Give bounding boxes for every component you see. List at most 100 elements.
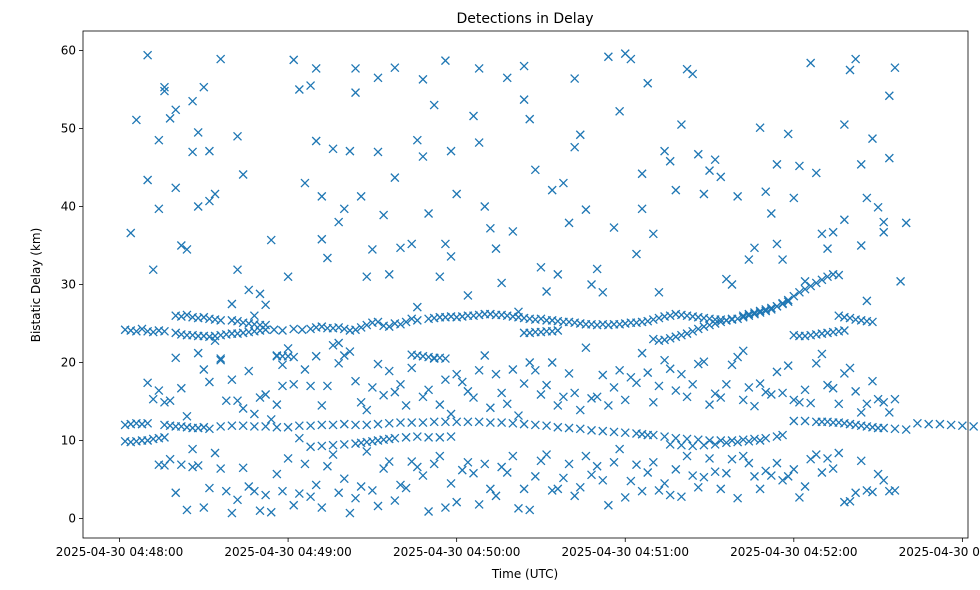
data-point	[339, 351, 349, 360]
data-point	[755, 306, 765, 316]
data-point	[311, 480, 321, 490]
data-point	[452, 497, 462, 507]
data-point	[306, 421, 316, 431]
data-point	[317, 441, 327, 451]
data-point	[817, 349, 827, 359]
data-point	[637, 486, 647, 496]
data-point	[688, 379, 698, 389]
data-point	[806, 58, 816, 68]
data-point	[244, 366, 254, 376]
data-point	[536, 314, 546, 324]
data-point	[794, 287, 804, 297]
data-point	[727, 454, 737, 464]
data-point	[676, 120, 686, 130]
data-point	[424, 432, 434, 442]
data-point	[474, 63, 484, 73]
data-point	[783, 129, 793, 139]
data-point	[587, 470, 596, 480]
data-point	[334, 322, 344, 332]
data-point	[401, 317, 411, 327]
data-point	[165, 396, 175, 406]
data-point	[750, 434, 759, 444]
data-point	[693, 324, 703, 334]
data-point	[407, 314, 417, 324]
data-point	[924, 419, 934, 429]
data-point	[418, 471, 428, 481]
data-point	[328, 144, 338, 154]
data-point	[221, 486, 231, 496]
data-point	[283, 344, 293, 353]
data-point	[474, 138, 484, 147]
data-point	[508, 451, 518, 461]
data-point	[356, 482, 366, 491]
data-point	[632, 378, 641, 388]
data-point	[204, 424, 214, 434]
data-point	[834, 270, 844, 280]
data-point	[160, 432, 169, 442]
y-axis-label: Bistatic Delay (km)	[29, 228, 43, 343]
data-point	[800, 385, 810, 395]
data-point	[660, 432, 670, 442]
data-point	[755, 123, 765, 133]
data-point	[733, 352, 743, 362]
data-point	[575, 405, 585, 415]
data-point	[429, 100, 439, 110]
data-point	[345, 508, 355, 518]
data-point	[446, 251, 456, 261]
data-point	[772, 458, 782, 468]
data-point	[676, 369, 686, 379]
data-point	[435, 451, 445, 461]
data-point	[272, 469, 282, 479]
data-point	[727, 360, 737, 370]
data-point	[553, 484, 563, 494]
data-point	[216, 315, 226, 325]
data-point	[794, 492, 804, 502]
y-axis: 0 10 20 30 40 50 60	[61, 44, 83, 526]
data-point	[665, 311, 675, 321]
data-point	[469, 393, 478, 403]
data-point	[682, 392, 692, 402]
data-point	[440, 354, 450, 364]
data-point	[182, 411, 192, 421]
data-point	[851, 488, 861, 498]
data-point	[665, 364, 675, 374]
data-point	[598, 287, 608, 297]
data-point	[193, 348, 203, 358]
data-point	[626, 54, 636, 64]
data-point	[238, 170, 248, 179]
data-point	[407, 418, 417, 428]
data-point	[390, 496, 400, 506]
data-point	[879, 217, 889, 227]
data-point	[570, 388, 580, 398]
data-point	[339, 474, 349, 484]
data-point	[373, 359, 383, 369]
data-point	[761, 466, 771, 476]
data-point	[738, 311, 748, 321]
data-point	[216, 422, 226, 431]
data-point	[480, 202, 490, 211]
data-point	[744, 309, 754, 319]
data-point	[800, 276, 810, 286]
data-point	[412, 135, 422, 145]
data-point	[761, 305, 771, 314]
data-point	[710, 155, 720, 165]
data-point	[356, 322, 366, 332]
data-point	[297, 325, 307, 335]
data-point	[339, 419, 349, 429]
data-point	[384, 366, 394, 376]
data-point	[339, 204, 349, 214]
data-point	[131, 115, 141, 125]
data-point	[165, 454, 175, 464]
data-point	[160, 397, 169, 407]
data-point	[440, 417, 450, 427]
data-point	[778, 430, 788, 440]
y-tick-label: 40	[61, 200, 76, 214]
data-point	[278, 381, 287, 391]
data-point	[823, 380, 832, 390]
data-point	[261, 325, 271, 335]
data-point	[721, 379, 731, 389]
data-point	[890, 424, 900, 434]
data-point	[322, 381, 332, 391]
axes-frame	[82, 30, 969, 539]
data-point	[699, 472, 709, 482]
